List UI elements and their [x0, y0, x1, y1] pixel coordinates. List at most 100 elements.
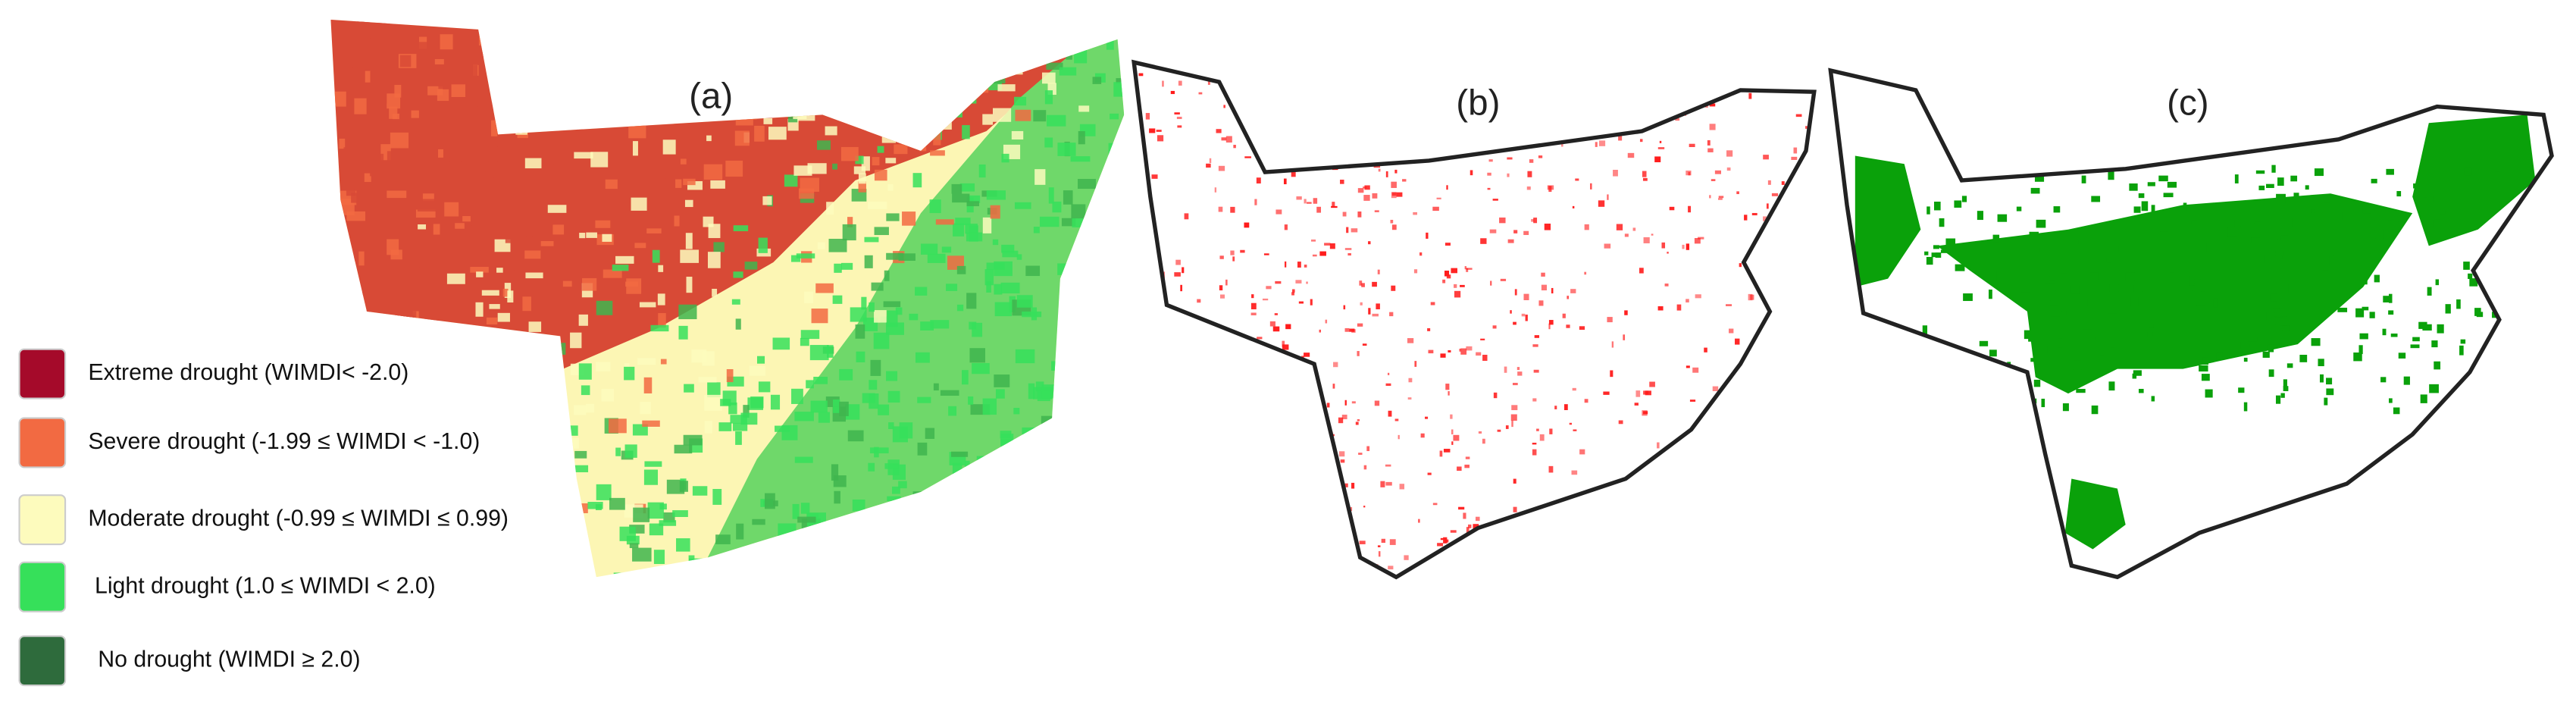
map-cell	[1300, 107, 1304, 111]
map-cell	[1801, 205, 1805, 208]
map-cell	[1572, 387, 1576, 391]
map-cell	[1146, 237, 1148, 244]
map-cell	[735, 431, 742, 445]
map-cell	[1104, 277, 1113, 285]
map-cell	[978, 164, 986, 178]
map-cell	[1032, 20, 1042, 31]
map-cell	[814, 54, 831, 67]
map-cell	[850, 60, 859, 67]
map-cell	[1052, 453, 1058, 466]
map-cell	[951, 40, 971, 51]
map-cell	[970, 580, 979, 594]
map-cell	[596, 300, 613, 315]
map-cell	[1504, 366, 1507, 373]
map-cell	[1351, 228, 1358, 233]
map-cell	[1432, 503, 1438, 506]
map-cell	[683, 562, 700, 572]
map-cell	[1475, 516, 1480, 522]
map-cell	[930, 150, 945, 156]
map-cell	[1304, 570, 1310, 575]
map-cell	[2016, 206, 2022, 212]
map-cell	[474, 384, 491, 397]
map-cell	[1153, 559, 1158, 562]
map-cell	[1156, 512, 1163, 516]
map-cell	[768, 127, 787, 140]
map-cell	[2141, 201, 2149, 212]
map-cell	[1450, 530, 1457, 533]
map-cell	[940, 24, 952, 38]
map-cell	[624, 444, 637, 458]
map-cell	[502, 288, 509, 297]
map-cell	[846, 543, 862, 555]
map-cell	[1097, 321, 1110, 336]
map-cell	[1532, 449, 1537, 456]
map-cell	[1639, 139, 1643, 143]
map-cell	[2334, 211, 2343, 221]
map-cell	[2160, 223, 2169, 232]
map-cell	[803, 291, 814, 304]
map-cell	[2431, 340, 2438, 348]
map-cell	[1714, 170, 1721, 174]
map-cell	[1529, 159, 1534, 163]
map-cell	[508, 392, 525, 402]
map-cell	[1412, 130, 1414, 134]
map-cell	[1762, 551, 1769, 558]
map-cell	[582, 277, 597, 291]
map-cell	[1466, 67, 1470, 74]
map-cell	[515, 127, 527, 135]
map-cell	[505, 255, 515, 271]
map-cell	[1000, 439, 1013, 446]
map-cell	[369, 169, 379, 177]
map-cell	[2268, 369, 2274, 378]
map-cell	[1218, 165, 1225, 171]
map-cell	[1681, 531, 1684, 537]
map-cell	[1611, 341, 1614, 348]
map-cell	[1312, 254, 1317, 257]
map-cell	[1933, 389, 1943, 394]
map-cell	[993, 108, 1012, 122]
map-cell	[336, 390, 355, 406]
map-cell	[1272, 326, 1280, 332]
map-cell	[1688, 171, 1691, 176]
map-cell	[1510, 310, 1512, 314]
map-cell	[643, 469, 658, 485]
map-cell	[1279, 549, 1285, 552]
map-cell	[1357, 323, 1363, 327]
map-cell	[1525, 315, 1528, 321]
map-cell	[351, 193, 365, 203]
map-cell	[1465, 456, 1470, 459]
map-cell	[1460, 284, 1465, 287]
map-cell	[507, 290, 514, 303]
map-cell	[437, 89, 449, 102]
map-cell	[390, 249, 402, 260]
map-cell	[1329, 243, 1335, 249]
map-cell	[2073, 360, 2082, 370]
map-cell	[1163, 412, 1169, 418]
map-cell	[2151, 205, 2155, 213]
map-cell	[1493, 392, 1498, 399]
map-cell	[887, 459, 900, 475]
map-cell	[414, 483, 425, 490]
map-cell	[2109, 284, 2119, 292]
map-cell	[1374, 210, 1379, 212]
map-cell	[463, 400, 475, 409]
map-cell	[941, 246, 952, 253]
map-b	[1134, 66, 1814, 578]
map-cell	[505, 227, 512, 243]
map-cell	[534, 562, 543, 577]
map-cell	[1520, 72, 1524, 78]
map-cell	[2393, 407, 2400, 415]
map-cell	[1000, 282, 1020, 294]
map-cell	[1363, 195, 1370, 201]
map-cell	[1282, 344, 1289, 350]
map-cell	[2463, 262, 2470, 270]
map-cell	[609, 418, 627, 434]
map-cell	[951, 183, 962, 194]
map-cell	[2046, 290, 2056, 296]
map-cell	[1926, 256, 1933, 265]
map-cell	[484, 254, 496, 265]
map-cell	[1642, 556, 1647, 563]
map-cell	[1297, 429, 1302, 435]
map-cell	[1078, 105, 1090, 112]
map-cell	[772, 337, 790, 350]
